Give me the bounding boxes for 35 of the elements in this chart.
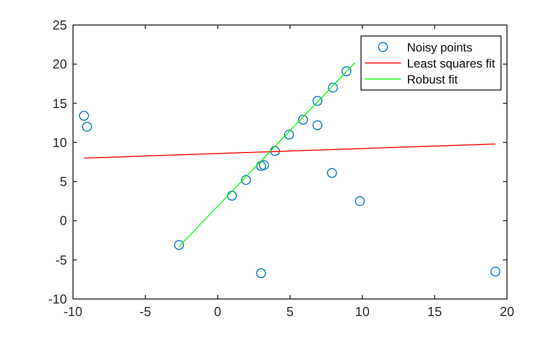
point bbox=[78, 110, 89, 121]
x-tick-label: 15 bbox=[427, 304, 442, 319]
point bbox=[312, 96, 322, 106]
point bbox=[341, 66, 352, 76]
legend-label: Robust fit bbox=[407, 72, 458, 86]
legend-label: Noisy points bbox=[407, 40, 472, 54]
point bbox=[241, 175, 252, 186]
point bbox=[298, 114, 308, 125]
point bbox=[284, 130, 294, 140]
y-tick-label: 25 bbox=[52, 18, 67, 32]
point bbox=[312, 120, 322, 130]
point bbox=[270, 146, 280, 156]
point bbox=[326, 168, 337, 178]
x-tick-label: 20 bbox=[500, 304, 514, 319]
y-tick-label: 15 bbox=[52, 96, 67, 111]
point bbox=[174, 240, 184, 250]
point bbox=[328, 82, 338, 93]
y-tick-label: 10 bbox=[52, 134, 67, 150]
x-tick-label: -5 bbox=[140, 304, 152, 319]
point bbox=[256, 268, 266, 278]
y-tick-label: 0 bbox=[60, 213, 67, 228]
x-tick-label: 5 bbox=[286, 304, 294, 319]
y-tick-label: 5 bbox=[60, 174, 67, 190]
x-tick-label: 0 bbox=[214, 304, 222, 319]
y-tick-label: 20 bbox=[52, 56, 67, 72]
legend-label: Least squares fit bbox=[407, 56, 496, 70]
x-tick-label: 10 bbox=[355, 304, 370, 319]
point bbox=[256, 160, 266, 171]
point bbox=[490, 266, 500, 277]
point bbox=[226, 190, 237, 201]
point bbox=[82, 122, 92, 132]
y-tick-label: -5 bbox=[55, 252, 67, 268]
point bbox=[258, 160, 269, 170]
y-tick-label: -10 bbox=[48, 292, 67, 306]
point bbox=[354, 196, 365, 206]
